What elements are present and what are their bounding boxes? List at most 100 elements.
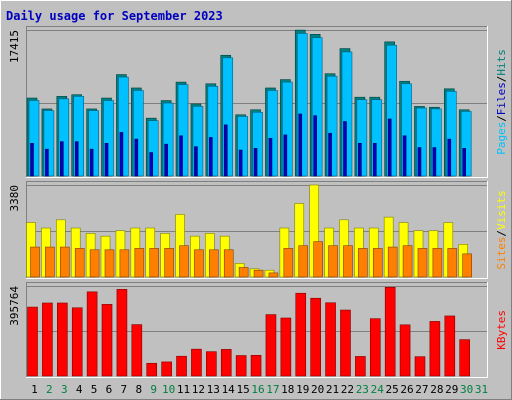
- kbytes-bar: [235, 355, 247, 377]
- day-label: 22: [341, 383, 354, 396]
- pages-bar: [356, 99, 368, 177]
- files-bar: [402, 135, 407, 177]
- files-bar: [283, 134, 288, 177]
- files-bar: [30, 143, 34, 177]
- sites-bar: [238, 267, 249, 278]
- kbytes-bar: [414, 356, 426, 377]
- kbytes-bar: [325, 302, 336, 377]
- kbytes-bar: [429, 321, 441, 377]
- sites-bar: [209, 249, 219, 278]
- sites-bar: [328, 245, 338, 278]
- files-bar: [313, 115, 317, 177]
- kbytes-bar: [444, 315, 456, 377]
- sites-bar: [134, 248, 145, 278]
- files-bar: [298, 113, 303, 177]
- legend-sites: Sites: [495, 236, 508, 269]
- kbytes-bar: [280, 317, 292, 377]
- day-label: 9: [150, 383, 157, 396]
- day-label: 4: [76, 383, 83, 396]
- files-bar: [268, 137, 273, 177]
- files-bar: [134, 138, 139, 177]
- day-label: 20: [311, 383, 324, 396]
- sites-bar: [417, 248, 428, 278]
- files-bar: [209, 137, 213, 177]
- pages-bar: [341, 51, 353, 177]
- kbytes-bar: [71, 307, 83, 377]
- sites-bar: [89, 249, 100, 278]
- pages-bar: [311, 37, 323, 177]
- sites-bar: [179, 245, 189, 278]
- day-label: 12: [192, 383, 205, 396]
- legend-files: Files: [495, 82, 508, 115]
- pages-bar: [416, 107, 427, 177]
- files-bar: [74, 141, 79, 177]
- sites-bar: [402, 245, 413, 278]
- files-bar: [447, 138, 452, 177]
- legend-hits: Hits: [495, 49, 508, 76]
- files-bar: [358, 143, 362, 177]
- kbytes-bar: [295, 292, 307, 377]
- files-bar: [328, 132, 332, 177]
- hits-panel-ymax-label: 17415: [8, 30, 21, 63]
- kbytes-bar: [310, 297, 321, 377]
- sites-bar: [194, 249, 204, 278]
- files-bar: [223, 124, 228, 177]
- legend-pages: Pages: [495, 122, 508, 155]
- pages-bar: [58, 98, 70, 177]
- day-label: 24: [371, 383, 385, 396]
- day-label: 19: [296, 383, 309, 396]
- sites-bar: [343, 245, 353, 278]
- day-label: 10: [162, 383, 175, 396]
- day-label: 6: [106, 383, 113, 396]
- sites-bar: [283, 248, 294, 278]
- sites-bar: [60, 246, 70, 278]
- files-bar: [45, 148, 49, 177]
- pages-bar: [460, 111, 472, 177]
- pages-bar: [207, 85, 219, 177]
- hits-panel-legend: Pages/Files/Hits: [495, 49, 508, 155]
- chart-panels: 17415Pages/Files/Hits3380Sites/Visits395…: [8, 26, 508, 378]
- pages-bar: [386, 44, 397, 177]
- pages-bar: [371, 99, 383, 177]
- pages-bar: [177, 84, 189, 177]
- pages-bar: [252, 111, 263, 177]
- pages-bar: [103, 100, 114, 177]
- sites-bar: [447, 248, 458, 278]
- pages-bar: [222, 57, 234, 177]
- pages-bar: [282, 81, 293, 177]
- day-label: 18: [281, 383, 294, 396]
- legend-separator: /: [495, 76, 508, 83]
- pages-bar: [445, 91, 457, 177]
- kbytes-bar: [265, 314, 277, 377]
- kbytes-panel: 395764 KBytes: [8, 282, 508, 378]
- sites-bar: [164, 248, 174, 278]
- day-label: 2: [46, 383, 53, 396]
- files-bar: [432, 147, 437, 177]
- sites-bar: [358, 248, 368, 278]
- pages-bar: [431, 108, 442, 177]
- pages-bar: [43, 110, 55, 177]
- kbytes-bar: [161, 361, 172, 377]
- files-bar: [387, 118, 392, 177]
- kbytes-bar: [355, 356, 366, 377]
- pages-bar: [326, 75, 338, 177]
- kbytes-bar: [220, 349, 232, 377]
- pages-bar: [133, 90, 144, 177]
- day-label: 1: [31, 383, 38, 396]
- sites-bar: [372, 248, 383, 278]
- day-label: 28: [430, 383, 443, 396]
- files-bar: [417, 147, 422, 177]
- kbytes-bar: [131, 324, 143, 377]
- kbytes-bar: [42, 302, 53, 377]
- pages-bar: [28, 100, 40, 177]
- sites-bar: [223, 249, 234, 278]
- legend-separator: /: [495, 115, 508, 122]
- day-label: 5: [91, 383, 98, 396]
- kbytes-bar: [340, 309, 351, 377]
- day-axis-labels: 1 2 3 4 5 6 7 8 9 10 11 12 13 14 15 16 17 18 19 20 21 22 23 24 2…: [31, 383, 488, 396]
- files-bar: [179, 135, 183, 177]
- sites-bar: [298, 245, 309, 278]
- day-label: 29: [445, 383, 458, 396]
- files-bar: [60, 141, 64, 177]
